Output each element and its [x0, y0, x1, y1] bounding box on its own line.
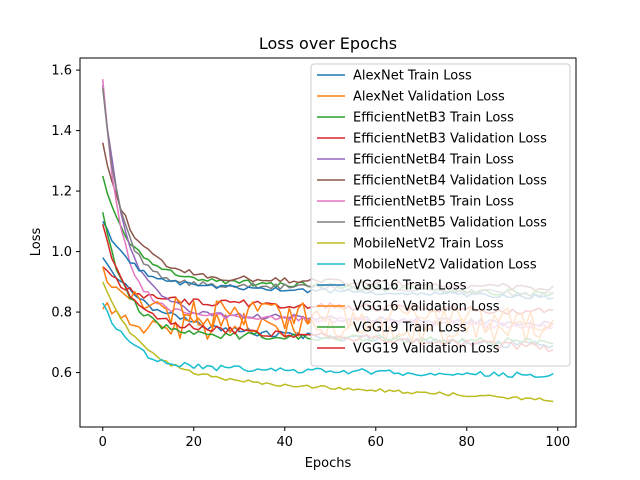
y-tick-label: 0.8 [51, 306, 72, 321]
plot-frame [79, 57, 577, 428]
series-line-10 [102, 302, 554, 378]
y-tick-label: 1.0 [51, 245, 72, 260]
legend-label: VGG19 Train Loss [353, 321, 467, 336]
legend-label: EfficientNetB5 Train Loss [353, 195, 514, 210]
y-axis-title: Loss [29, 228, 44, 257]
legend-label: VGG19 Validation Loss [353, 342, 500, 357]
legend-label: EfficientNetB4 Train Loss [353, 153, 514, 168]
legend-label: VGG16 Validation Loss [353, 300, 500, 315]
x-tick-label: 0 [99, 435, 107, 450]
legend-label: MobileNetV2 Train Loss [353, 237, 504, 252]
x-tick-label: 60 [368, 435, 385, 450]
legend-label: EfficientNetB5 Validation Loss [353, 216, 547, 231]
y-tick-label: 0.6 [51, 366, 72, 381]
legend-label: EfficientNetB4 Validation Loss [353, 174, 547, 189]
legend-label: VGG16 Train Loss [353, 279, 467, 294]
legend-label: MobileNetV2 Validation Loss [353, 258, 537, 273]
legend-box [310, 63, 571, 367]
y-tick-label: 1.6 [51, 64, 72, 79]
x-tick-label: 20 [185, 435, 202, 450]
legend-label: AlexNet Validation Loss [353, 90, 505, 105]
y-tick-label: 1.2 [51, 185, 72, 200]
y-axis-ticks: 0.6 0.8 1.0 1.2 1.4 1.6 [51, 64, 80, 381]
x-axis-title: Epochs [305, 456, 352, 471]
legend-label: AlexNet Train Loss [353, 69, 472, 84]
chart-title: Loss over Epochs [259, 34, 397, 53]
legend-label: EfficientNetB3 Validation Loss [353, 132, 547, 147]
legend: AlexNet Train Loss AlexNet Validation Los… [310, 63, 571, 367]
legend-label: EfficientNetB3 Train Loss [353, 111, 514, 126]
x-tick-label: 100 [545, 435, 570, 450]
x-axis-ticks: 0 20 40 60 80 100 [99, 427, 570, 450]
y-tick-label: 1.4 [51, 124, 72, 139]
x-tick-label: 80 [459, 435, 476, 450]
x-tick-label: 40 [276, 435, 293, 450]
